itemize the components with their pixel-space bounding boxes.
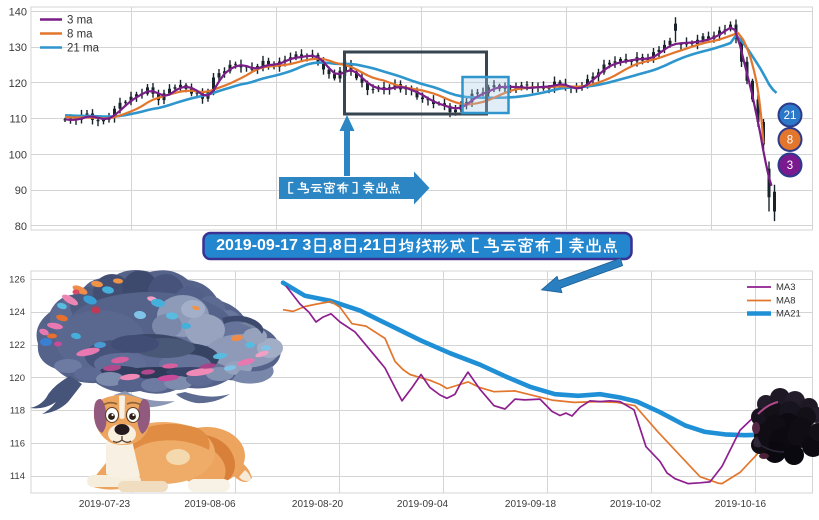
svg-text:,21: ,21 bbox=[359, 237, 381, 254]
svg-text:3 ma: 3 ma bbox=[67, 15, 93, 27]
svg-text:110: 110 bbox=[9, 114, 27, 126]
svg-text:MA21: MA21 bbox=[776, 309, 801, 320]
svg-text:114: 114 bbox=[10, 471, 25, 482]
svg-text:2019-10-02: 2019-10-02 bbox=[610, 499, 662, 510]
svg-text:130: 130 bbox=[9, 42, 27, 54]
svg-text:2019-09-17 3: 2019-09-17 3 bbox=[216, 237, 311, 254]
svg-text:126: 126 bbox=[9, 274, 25, 285]
svg-text:3: 3 bbox=[787, 160, 793, 172]
svg-text:116: 116 bbox=[10, 438, 25, 449]
svg-text:21 ma: 21 ma bbox=[67, 43, 100, 55]
svg-text:2019-07-23: 2019-07-23 bbox=[79, 499, 131, 510]
svg-text:124: 124 bbox=[9, 307, 25, 318]
svg-text:2019-09-18: 2019-09-18 bbox=[505, 499, 557, 510]
svg-text:MA3: MA3 bbox=[776, 282, 796, 293]
svg-text:2019-10-16: 2019-10-16 bbox=[715, 499, 767, 510]
svg-text:118: 118 bbox=[10, 406, 25, 417]
svg-text:,8: ,8 bbox=[328, 237, 341, 254]
svg-text:120: 120 bbox=[9, 373, 25, 384]
svg-text:8 ma: 8 ma bbox=[67, 29, 93, 41]
svg-text:80: 80 bbox=[15, 221, 27, 233]
svg-text:122: 122 bbox=[9, 340, 25, 351]
svg-text:21: 21 bbox=[784, 110, 797, 122]
svg-text:8: 8 bbox=[787, 135, 793, 147]
svg-text:MA8: MA8 bbox=[776, 296, 796, 307]
svg-text:100: 100 bbox=[9, 149, 27, 161]
svg-text:2019-09-04: 2019-09-04 bbox=[397, 499, 449, 510]
svg-text:2019-08-06: 2019-08-06 bbox=[184, 499, 236, 510]
svg-text:140: 140 bbox=[9, 7, 27, 19]
svg-text:120: 120 bbox=[9, 78, 27, 90]
svg-text:2019-08-20: 2019-08-20 bbox=[292, 499, 344, 510]
svg-text:90: 90 bbox=[15, 185, 27, 197]
